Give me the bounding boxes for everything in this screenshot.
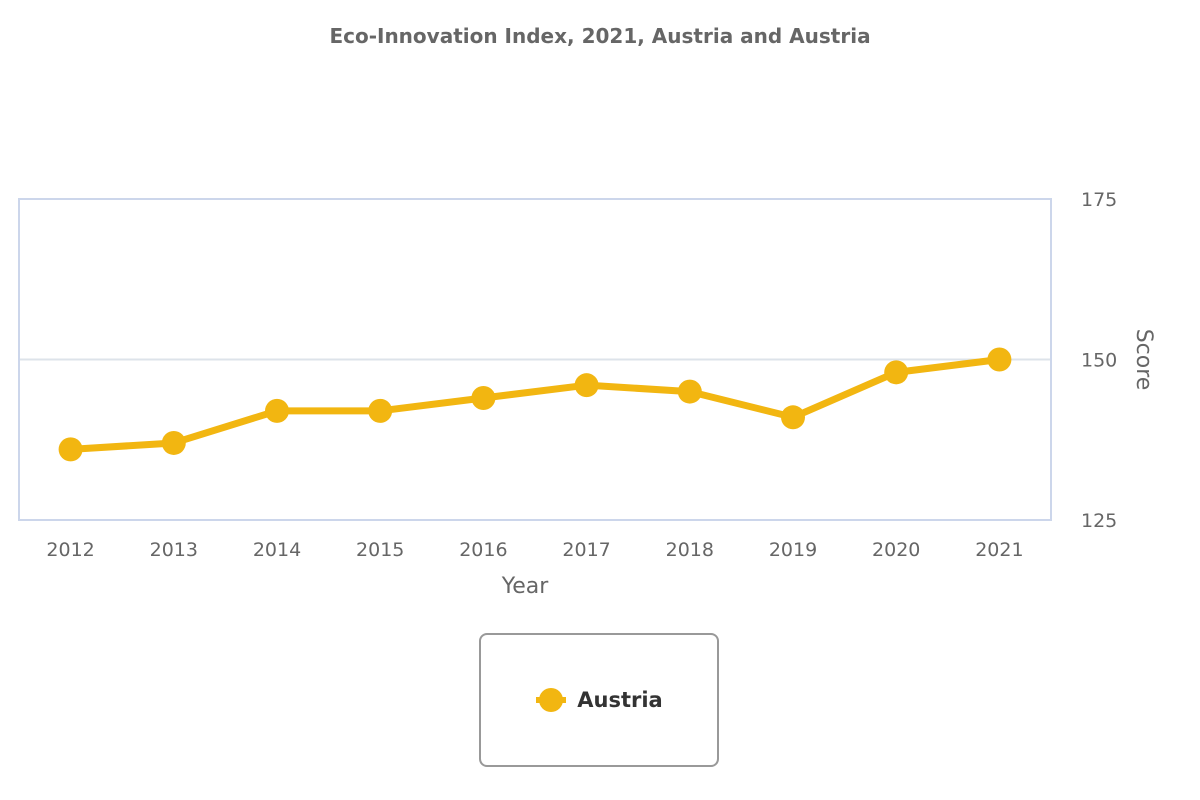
series-layer: [58, 347, 1012, 462]
y-tick-label: 150: [1081, 350, 1117, 372]
x-tick-label: 2013: [150, 539, 198, 561]
legend: Austria: [479, 633, 719, 767]
x-tick-label: 2021: [975, 539, 1023, 561]
plot-area-border: [18, 198, 1052, 521]
x-tick-label: 2012: [46, 539, 94, 561]
data-point[interactable]: [58, 437, 83, 462]
y-tick-label: 125: [1081, 510, 1117, 532]
data-point[interactable]: [368, 398, 393, 423]
x-tick-label: 2016: [459, 539, 507, 561]
x-tick-label: 2017: [562, 539, 610, 561]
data-point[interactable]: [987, 347, 1012, 372]
grid-lines: [19, 198, 1051, 521]
x-tick-label: 2020: [872, 539, 920, 561]
legend-label: Austria: [577, 688, 663, 712]
x-tick-label: 2015: [356, 539, 404, 561]
x-tick-label: 2019: [769, 539, 817, 561]
y-axis-title: Score: [1131, 329, 1156, 391]
x-axis-title: Year: [501, 574, 550, 599]
x-tick-label: 2018: [666, 539, 714, 561]
data-point[interactable]: [884, 360, 909, 385]
x-tick-label: 2014: [253, 539, 301, 561]
y-tick-label: 175: [1081, 189, 1117, 211]
chart-title: Eco-Innovation Index, 2021, Austria and …: [329, 24, 871, 48]
data-point[interactable]: [677, 379, 702, 404]
y-axis-ticks: 125 150 175: [1081, 189, 1117, 532]
data-point[interactable]: [161, 430, 186, 455]
data-point[interactable]: [471, 386, 496, 411]
legend-marker-icon: [536, 688, 567, 712]
legend-item-austria[interactable]: Austria: [535, 686, 663, 714]
data-point[interactable]: [574, 373, 599, 398]
x-axis-ticks: 2012 2013 2014 2015 2016 2017 2018 2019 2020 2021: [46, 539, 1023, 561]
data-point[interactable]: [781, 405, 805, 430]
data-point[interactable]: [265, 398, 289, 423]
series-line: [67, 356, 1003, 453]
